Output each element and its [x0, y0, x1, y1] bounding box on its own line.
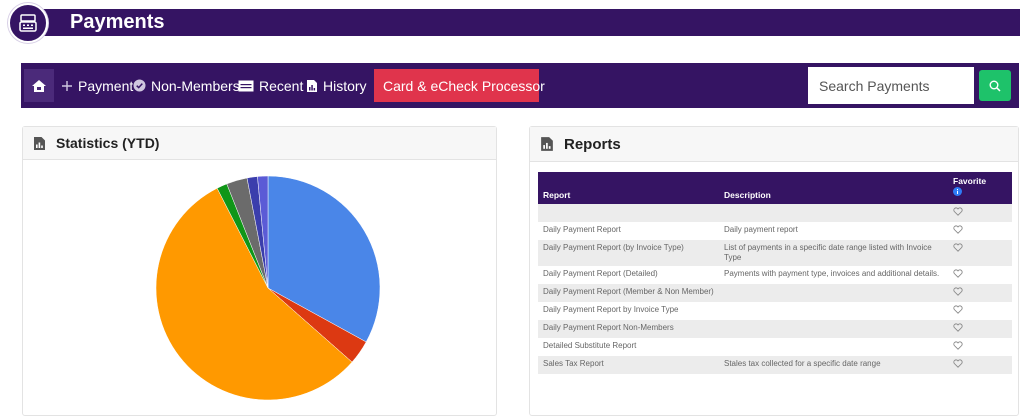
report-description-cell: [719, 302, 948, 320]
heart-icon[interactable]: [953, 225, 963, 234]
table-row[interactable]: Daily Payment Report Daily payment report: [538, 222, 1012, 240]
payment-button[interactable]: Payment: [61, 63, 133, 108]
report-description-cell: Stales tax collected for a specific date…: [719, 356, 948, 374]
reports-table: Report Description Favorite Daily Paymen…: [538, 172, 1012, 374]
report-description-cell: List of payments in a specific date rang…: [719, 240, 948, 266]
report-description-cell: [719, 320, 948, 338]
check-circle-icon: [133, 79, 146, 92]
toolbar: Payment Non-Members Recent History Card: [21, 63, 1019, 108]
favorite-cell: [948, 266, 1012, 284]
search-icon: [989, 80, 1001, 92]
reports-header: Reports: [530, 127, 1018, 162]
heart-icon[interactable]: [953, 305, 963, 314]
pie-slice-6[interactable]: [257, 175, 269, 289]
statistics-header: Statistics (YTD): [23, 127, 496, 160]
pie-slice-2[interactable]: [155, 187, 353, 401]
report-name-cell[interactable]: Daily Payment Report by Invoice Type: [538, 302, 719, 320]
card-echeck-processor-button[interactable]: Card & eCheck Processor: [374, 69, 545, 102]
search-button[interactable]: [979, 70, 1011, 101]
favorite-label: Favorite: [953, 176, 987, 186]
pie-chart: [155, 175, 381, 405]
list-card-icon: [238, 80, 254, 91]
table-row[interactable]: Daily Payment Report Non-Members: [538, 320, 1012, 338]
report-name-cell[interactable]: Daily Payment Report: [538, 222, 719, 240]
favorite-cell: [948, 284, 1012, 302]
report-name-cell[interactable]: Daily Payment Report Non-Members: [538, 320, 719, 338]
page-title: Payments: [70, 11, 165, 33]
report-name-cell[interactable]: Daily Payment Report (Member & Non Membe…: [538, 284, 719, 302]
report-icon: [307, 79, 317, 92]
info-icon[interactable]: [953, 187, 962, 196]
statistics-panel: Statistics (YTD): [22, 126, 497, 416]
non-members-label: Non-Members: [151, 77, 240, 94]
reports-panel: Reports Report Description Favorite Dail…: [529, 126, 1019, 416]
history-label: History: [323, 77, 367, 94]
table-row[interactable]: [538, 204, 1012, 222]
column-header-description[interactable]: Description: [719, 172, 948, 204]
table-row[interactable]: Sales Tax Report Stales tax collected for…: [538, 356, 1012, 374]
non-members-button[interactable]: Non-Members: [133, 63, 240, 108]
page-header: Payments: [0, 0, 1024, 44]
heart-icon[interactable]: [953, 359, 963, 368]
heart-icon[interactable]: [953, 287, 963, 296]
favorite-cell: [948, 356, 1012, 374]
report-name-cell[interactable]: Daily Payment Report (by Invoice Type): [538, 240, 719, 266]
history-button[interactable]: History: [306, 63, 367, 108]
report-icon: [33, 136, 46, 151]
favorite-cell: [948, 320, 1012, 338]
report-description-cell: Daily payment report: [719, 222, 948, 240]
favorite-cell: [948, 338, 1012, 356]
favorite-cell: [948, 222, 1012, 240]
heart-icon[interactable]: [953, 243, 963, 252]
report-name-cell[interactable]: Sales Tax Report: [538, 356, 719, 374]
recent-button[interactable]: Recent: [238, 63, 303, 108]
reports-title: Reports: [564, 135, 621, 153]
column-header-favorite[interactable]: Favorite: [948, 172, 1012, 204]
table-row[interactable]: Daily Payment Report (Detailed) Payments …: [538, 266, 1012, 284]
statistics-title: Statistics (YTD): [56, 135, 160, 151]
table-row[interactable]: Daily Payment Report (by Invoice Type) Li…: [538, 240, 1012, 266]
header-bar: [24, 9, 1020, 36]
table-row[interactable]: Daily Payment Report (Member & Non Membe…: [538, 284, 1012, 302]
card-processor-label: Card & eCheck Processor: [383, 77, 545, 94]
favorite-cell: [948, 302, 1012, 320]
home-button[interactable]: [24, 69, 54, 102]
report-description-cell: [719, 338, 948, 356]
recent-label: Recent: [259, 77, 304, 94]
heart-icon[interactable]: [953, 323, 963, 332]
heart-icon[interactable]: [953, 269, 963, 278]
report-description-cell: [719, 284, 948, 302]
search-payments-input[interactable]: [808, 67, 974, 104]
column-header-report[interactable]: Report: [538, 172, 719, 204]
report-description-cell: [719, 204, 948, 222]
table-header-row: Report Description Favorite: [538, 172, 1012, 204]
report-name-cell[interactable]: [538, 204, 719, 222]
report-name-cell[interactable]: Daily Payment Report (Detailed): [538, 266, 719, 284]
register-icon: [8, 3, 48, 43]
table-row[interactable]: Daily Payment Report by Invoice Type: [538, 302, 1012, 320]
report-description-cell: Payments with payment type, invoices and…: [719, 266, 948, 284]
plus-icon: [62, 80, 72, 91]
favorite-cell: [948, 204, 1012, 222]
favorite-cell: [948, 240, 1012, 266]
table-row[interactable]: Detailed Substitute Report: [538, 338, 1012, 356]
payment-label: Payment: [78, 77, 134, 94]
report-icon: [540, 136, 554, 152]
heart-icon[interactable]: [953, 207, 963, 216]
pie-slice-0[interactable]: [267, 175, 381, 343]
home-icon: [32, 79, 46, 92]
heart-icon[interactable]: [953, 341, 963, 350]
report-name-cell[interactable]: Detailed Substitute Report: [538, 338, 719, 356]
